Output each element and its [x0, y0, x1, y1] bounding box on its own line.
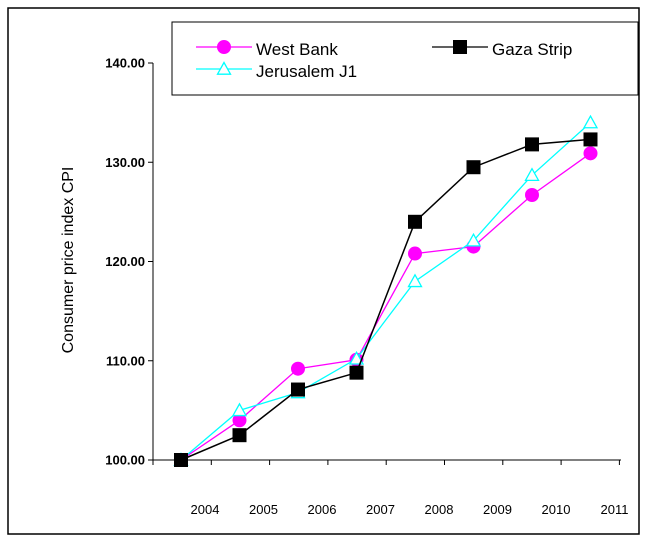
legend: West Bank Gaza Strip Jerusalem J1 [171, 21, 639, 96]
legend-label: Gaza Strip [492, 40, 572, 59]
series-layer [173, 114, 599, 467]
data-point [465, 232, 482, 247]
x-tick-label: 2004 [191, 502, 220, 517]
x-tick-label: 2008 [425, 502, 454, 517]
data-point [525, 137, 539, 152]
legend-label: Jerusalem J1 [256, 62, 357, 81]
y-tick-label: 100.00 [105, 453, 145, 468]
legend-marker [216, 61, 232, 75]
legend-marker [453, 40, 467, 54]
y-tick-label: 110.00 [106, 353, 145, 368]
data-point [583, 132, 598, 147]
series-west-bank [174, 146, 598, 467]
data-point [291, 361, 305, 376]
legend-box [171, 21, 639, 96]
y-axis-label: Consumer price index CPI [60, 167, 77, 354]
data-point [291, 382, 305, 397]
chart-border [7, 7, 640, 535]
series-line-gaza-strip [180, 138, 591, 461]
legend-item: Jerusalem J1 [196, 61, 357, 81]
data-point [525, 188, 539, 203]
y-tick-label: 140.00 [105, 56, 145, 71]
x-tick-label: 2009 [483, 502, 512, 517]
x-tick-label: 2006 [308, 502, 337, 517]
data-point [232, 428, 247, 443]
data-point [408, 246, 422, 261]
y-tick-label: 120.00 [105, 254, 145, 269]
data-point [582, 114, 599, 129]
y-tick-label: 130.00 [105, 155, 145, 170]
x-tick-label: 2011 [601, 502, 629, 517]
legend-item: Gaza Strip [432, 40, 572, 59]
legend-label: West Bank [256, 40, 338, 59]
data-point [524, 167, 540, 182]
data-point [466, 160, 481, 175]
data-point [174, 453, 188, 467]
data-point [408, 214, 422, 229]
x-tick-label: 2005 [249, 502, 278, 517]
x-tick-label: 2010 [542, 502, 571, 517]
data-point [407, 273, 423, 288]
series-line-jerusalem-j1 [180, 122, 591, 461]
data-point [231, 402, 248, 417]
series-gaza-strip [174, 132, 598, 467]
data-point [349, 365, 364, 380]
axes: 100.00 110.00 120.00 130.00 140.00 2004 2005 20… [105, 56, 628, 518]
series-line-west-bank [180, 152, 591, 461]
x-tick-label: 2007 [366, 502, 395, 517]
data-point [583, 146, 598, 161]
legend-item: West Bank [196, 40, 338, 59]
data-point [348, 350, 365, 365]
legend-marker [217, 40, 231, 54]
